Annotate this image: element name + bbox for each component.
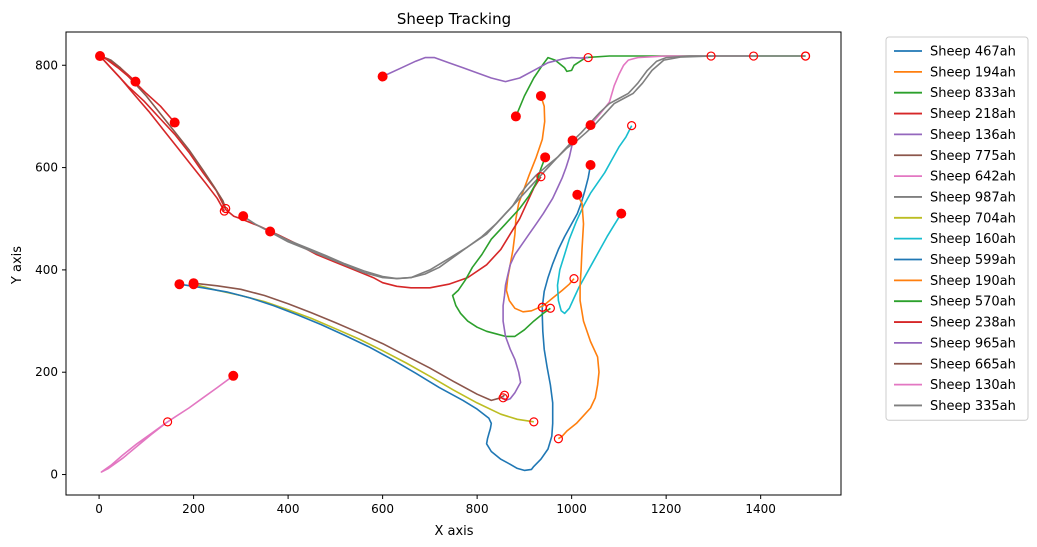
start-point-sheep-335ah <box>265 226 276 237</box>
start-point-sheep-665ah <box>188 278 199 289</box>
legend-entry: Sheep 190ah <box>930 274 1016 289</box>
legend-entry: Sheep 987ah <box>930 190 1016 205</box>
series-line-sheep-130ah <box>100 375 234 473</box>
series-line-sheep-194ah <box>505 95 575 313</box>
y-axis: 0 200 400 600 800 <box>35 58 66 482</box>
legend-entry: Sheep 965ah <box>930 336 1016 351</box>
legend-entry: Sheep 335ah <box>930 399 1016 414</box>
legend-box <box>885 36 1029 421</box>
start-point-sheep-642ah <box>585 120 596 131</box>
x-tick-label: 200 <box>182 502 205 516</box>
end-point-sheep-136ah <box>583 52 593 63</box>
series-line-sheep-642ah <box>589 55 754 126</box>
y-tick-label: 400 <box>35 263 58 277</box>
y-tick-label: 200 <box>35 365 58 379</box>
series-line-sheep-704ah <box>193 283 534 423</box>
legend: Sheep 467ah Sheep 194ah Sheep 833ah Sheep 2… <box>885 36 1029 421</box>
series-line-sheep-238ah <box>99 55 226 212</box>
legend-entry: Sheep 160ah <box>930 232 1016 247</box>
legend-entry: Sheep 130ah <box>930 378 1016 393</box>
legend-entry: Sheep 194ah <box>930 65 1016 80</box>
end-point-sheep-642ah <box>748 51 759 61</box>
legend-entry: Sheep 136ah <box>930 128 1016 143</box>
start-point-sheep-238ah <box>169 117 180 128</box>
end-point-sheep-570ah <box>545 303 555 313</box>
end-point-sheep-335ah <box>800 51 811 61</box>
y-tick-label: 600 <box>35 161 58 175</box>
start-point-sheep-218ah <box>130 76 141 87</box>
series-line-sheep-775ah <box>99 55 227 209</box>
end-point-sheep-160ah <box>627 121 637 131</box>
series-line-sheep-190ah <box>557 194 600 440</box>
start-point-sheep-160ah <box>616 208 627 219</box>
legend-entry: Sheep 775ah <box>930 149 1016 164</box>
x-axis-label: X axis <box>434 524 473 539</box>
x-tick-label: 1400 <box>745 502 776 516</box>
series-line-sheep-570ah <box>451 157 551 338</box>
series-line-sheep-833ah <box>515 55 806 117</box>
end-point-sheep-190ah <box>553 434 564 444</box>
start-point-sheep-775ah <box>95 51 106 62</box>
legend-entry: Sheep 570ah <box>930 295 1016 310</box>
series-line-sheep-160ah <box>556 125 633 315</box>
y-tick-label: 0 <box>50 468 58 482</box>
legend-entry: Sheep 218ah <box>930 107 1016 122</box>
start-point-sheep-136ah <box>377 71 388 82</box>
end-point-sheep-194ah <box>569 273 579 284</box>
start-point-sheep-190ah <box>572 189 583 200</box>
start-point-sheep-987ah <box>238 211 249 222</box>
end-point-sheep-238ah <box>219 206 229 216</box>
start-point-sheep-599ah <box>174 279 185 290</box>
chart-title: Sheep Tracking <box>397 10 511 28</box>
start-point-sheep-833ah <box>510 111 521 122</box>
legend-entry: Sheep 238ah <box>930 316 1016 331</box>
legend-entry: Sheep 642ah <box>930 170 1016 185</box>
end-point-sheep-665ah <box>499 390 510 400</box>
x-tick-label: 800 <box>466 502 489 516</box>
x-axis: 0 200 400 600 800 1000 1200 1400 <box>95 495 776 516</box>
x-tick-label: 600 <box>371 502 394 516</box>
y-axis-label: Y axis <box>10 246 25 285</box>
series-line-sheep-665ah <box>193 282 505 402</box>
legend-entry: Sheep 704ah <box>930 211 1016 226</box>
legend-entry: Sheep 833ah <box>930 86 1016 101</box>
end-point-sheep-130ah <box>163 417 173 427</box>
plot-frame <box>65 31 842 496</box>
start-point-sheep-130ah <box>228 370 239 381</box>
series-line-sheep-965ah <box>502 140 574 402</box>
start-point-sheep-570ah <box>540 152 551 163</box>
y-tick-label: 800 <box>35 58 58 72</box>
start-point-sheep-965ah <box>567 135 578 146</box>
series-line-sheep-599ah <box>179 283 554 472</box>
legend-entry: Sheep 599ah <box>930 253 1016 268</box>
series-line-sheep-335ah <box>269 55 806 280</box>
end-point-sheep-987ah <box>706 51 716 61</box>
x-tick-label: 400 <box>277 502 300 516</box>
start-point-sheep-467ah <box>585 160 596 171</box>
series-line-sheep-136ah <box>382 56 589 83</box>
end-point-sheep-218ah <box>536 172 546 182</box>
legend-entry: Sheep 665ah <box>930 357 1016 372</box>
series-line-sheep-467ah <box>541 164 592 308</box>
start-point-sheep-194ah <box>535 90 546 101</box>
series-line-sheep-987ah <box>242 55 711 280</box>
plot-area <box>65 31 842 496</box>
end-point-sheep-704ah <box>529 417 539 427</box>
legend-entry: Sheep 467ah <box>930 45 1016 60</box>
x-tick-label: 0 <box>95 502 103 516</box>
x-tick-label: 1000 <box>556 502 587 516</box>
x-tick-label: 1200 <box>651 502 682 516</box>
